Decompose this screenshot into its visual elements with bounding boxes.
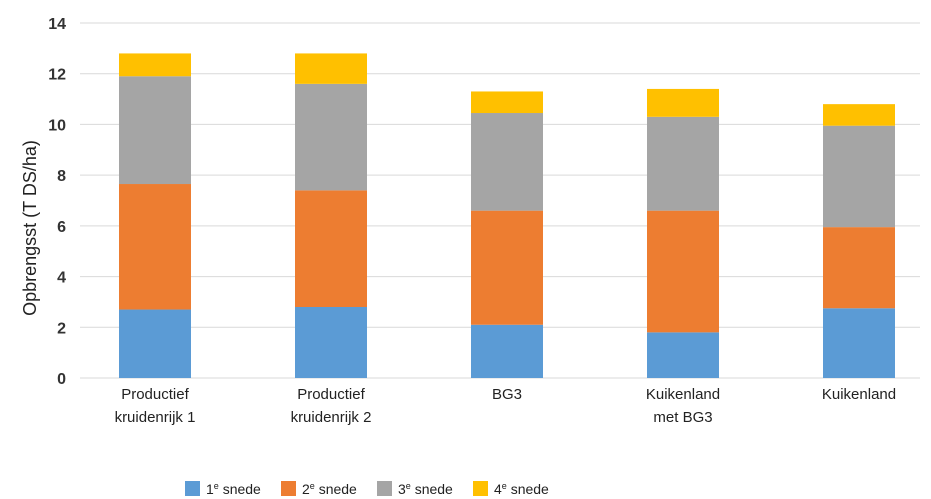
legend-swatch [377, 481, 392, 496]
category-labels: Productief kruidenrijk 1 Productief kruiden… [115, 386, 897, 426]
legend-swatch [185, 481, 200, 496]
legend-label-superscript: e [310, 481, 315, 491]
legend-label-number: 1 [206, 481, 214, 497]
y-tick-label: 2 [57, 320, 66, 337]
bar-segment [119, 184, 191, 310]
legend-label-text: snede [507, 481, 549, 497]
bar-segment [823, 125, 895, 228]
legend-label-superscript: e [502, 481, 507, 491]
y-tick-labels: 0 2 4 6 8 10 12 14 [48, 16, 66, 388]
bar-segment [823, 227, 895, 309]
bar-segment [823, 104, 895, 126]
bar-segment [471, 91, 543, 114]
bar-segment [647, 210, 719, 333]
bar-segment [295, 83, 367, 191]
y-tick-label: 8 [57, 168, 66, 185]
bar-segment [471, 210, 543, 325]
y-tick-label: 14 [48, 16, 66, 33]
category-label: kruidenrijk 2 [291, 409, 372, 426]
legend-label-text: snede [411, 481, 453, 497]
legend-label: 1e snede [206, 481, 261, 497]
category-label: Kuikenland [822, 386, 896, 403]
y-tick-label: 10 [48, 117, 66, 134]
bar-segment [471, 113, 543, 211]
bar-segment [823, 308, 895, 378]
category-label: met BG3 [653, 409, 712, 426]
bar-segment [471, 324, 543, 378]
bar-segment [119, 76, 191, 185]
legend-label: 4e snede [494, 481, 549, 497]
category-label: Kuikenland [646, 386, 720, 403]
legend-label-text: snede [219, 481, 261, 497]
legend-swatch [281, 481, 296, 496]
legend-label-superscript: e [406, 481, 411, 491]
legend-label-superscript: e [214, 481, 219, 491]
legend-label: 3e snede [398, 481, 453, 497]
y-tick-label: 0 [57, 371, 66, 388]
legend-label: 2e snede [302, 481, 357, 497]
category-label: BG3 [492, 386, 522, 403]
legend-label-text: snede [315, 481, 357, 497]
bar-segment [647, 332, 719, 378]
category-label: kruidenrijk 1 [115, 409, 196, 426]
legend-swatch [473, 481, 488, 496]
bar-segment [295, 53, 367, 84]
bar-segment [295, 307, 367, 378]
category-label: Productief [121, 386, 189, 403]
category-label: Productief [297, 386, 365, 403]
y-tick-label: 4 [57, 270, 66, 287]
legend: 1e snede 2e snede 3e snede 4e snede [185, 481, 549, 497]
legend-label-number: 3 [398, 481, 406, 497]
y-axis-title: Opbrengsst (T DS/ha) [20, 140, 40, 316]
bars [119, 53, 895, 378]
bar-segment [647, 88, 719, 117]
y-tick-label: 12 [48, 67, 66, 84]
bar-segment [647, 116, 719, 211]
legend-label-number: 2 [302, 481, 310, 497]
bar-segment [295, 190, 367, 307]
y-tick-label: 6 [57, 219, 66, 236]
bar-segment [119, 53, 191, 77]
bar-segment [119, 309, 191, 378]
legend-label-number: 4 [494, 481, 502, 497]
